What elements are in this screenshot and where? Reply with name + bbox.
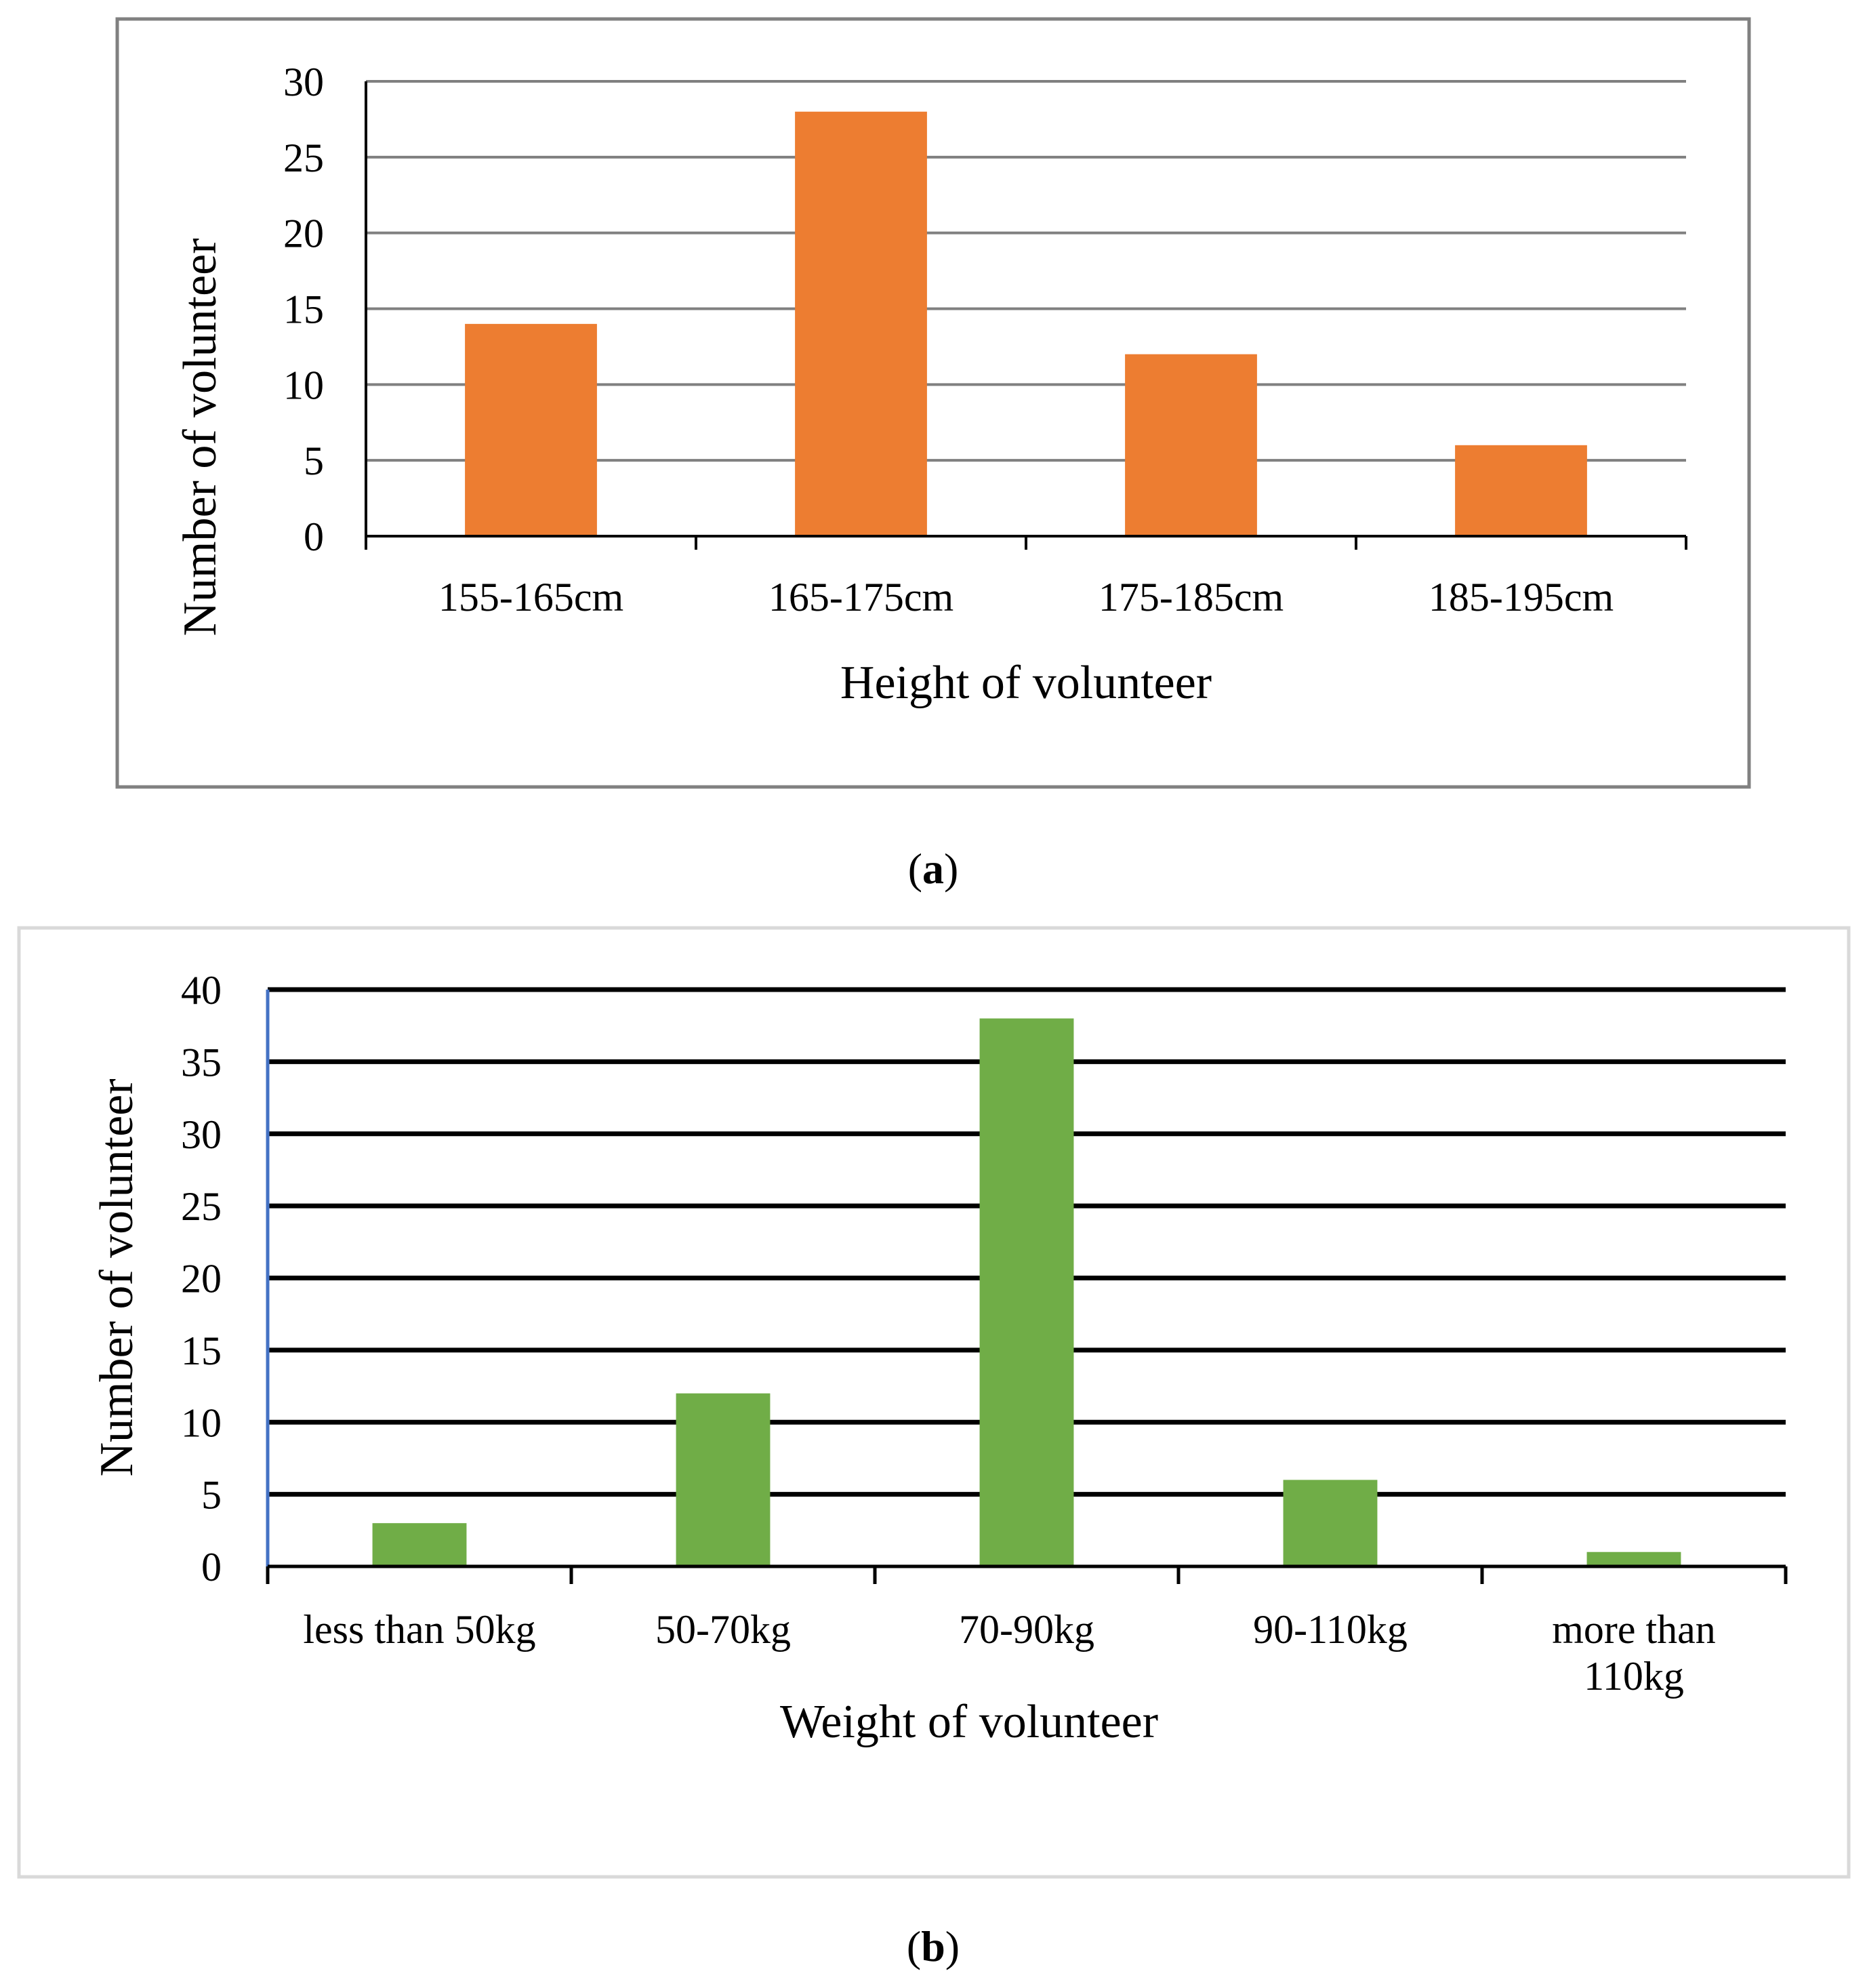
bar-1 [372, 1523, 467, 1566]
bar-4 [1283, 1480, 1378, 1566]
bar-4 [1455, 445, 1587, 536]
x-tick-label: less than 50kg [303, 1607, 535, 1652]
x-tick-label: 185-195cm [1429, 575, 1614, 620]
x-axis-title: Height of volunteer [840, 657, 1212, 709]
x-tick-label: 175-185cm [1099, 575, 1284, 620]
y-tick-label: 40 [181, 968, 222, 1013]
y-tick-label: 30 [181, 1112, 222, 1157]
y-tick-label: 0 [304, 514, 324, 559]
y-tick-label: 20 [283, 211, 324, 256]
bar-2 [795, 111, 927, 536]
y-axis-title: Number of volunteer [174, 238, 226, 636]
y-axis-title: Number of volunteer [91, 1078, 143, 1476]
chart-panel-b: 0 5 10 15 20 25 30 35 40 less than 50kg 50-70kg 70-… [17, 926, 1851, 1879]
y-tick-label: 5 [304, 439, 324, 483]
x-tick-label: 70-90kg [959, 1607, 1094, 1652]
chart-panel-a: 0 5 10 15 20 25 30 155-165cm 165-175cm 175-185cm 1… [115, 17, 1751, 789]
y-tick-label: 10 [283, 363, 324, 407]
y-tick-label: 35 [181, 1040, 222, 1084]
chart-frame [17, 926, 1851, 1879]
x-tick-label: more than 110kg [1552, 1607, 1716, 1699]
y-tick-label: 25 [181, 1184, 222, 1229]
y-tick-label: 15 [283, 287, 324, 332]
x-tick-label: 155-165cm [438, 575, 623, 620]
panel-label-b: (b) [907, 1922, 960, 1970]
y-tick-label: 15 [181, 1328, 222, 1373]
y-tick-label: 30 [283, 60, 324, 104]
chart-frame [115, 17, 1751, 789]
bar-3 [979, 1018, 1074, 1566]
bar-2 [676, 1393, 771, 1566]
bar-3 [1125, 354, 1257, 536]
x-tick-label: 50-70kg [655, 1607, 791, 1652]
y-tick-label: 10 [181, 1400, 222, 1445]
y-tick-label: 25 [283, 136, 324, 180]
y-tick-label: 20 [181, 1257, 222, 1301]
x-axis-title: Weight of volunteer [780, 1696, 1158, 1748]
x-tick-label: 165-175cm [768, 575, 953, 620]
panel-label-a: (a) [908, 845, 959, 893]
y-tick-label: 0 [201, 1545, 222, 1589]
bar-1 [465, 323, 597, 536]
y-tick-label: 5 [201, 1473, 222, 1518]
bar-5 [1586, 1551, 1681, 1566]
x-tick-label: 90-110kg [1253, 1607, 1408, 1652]
